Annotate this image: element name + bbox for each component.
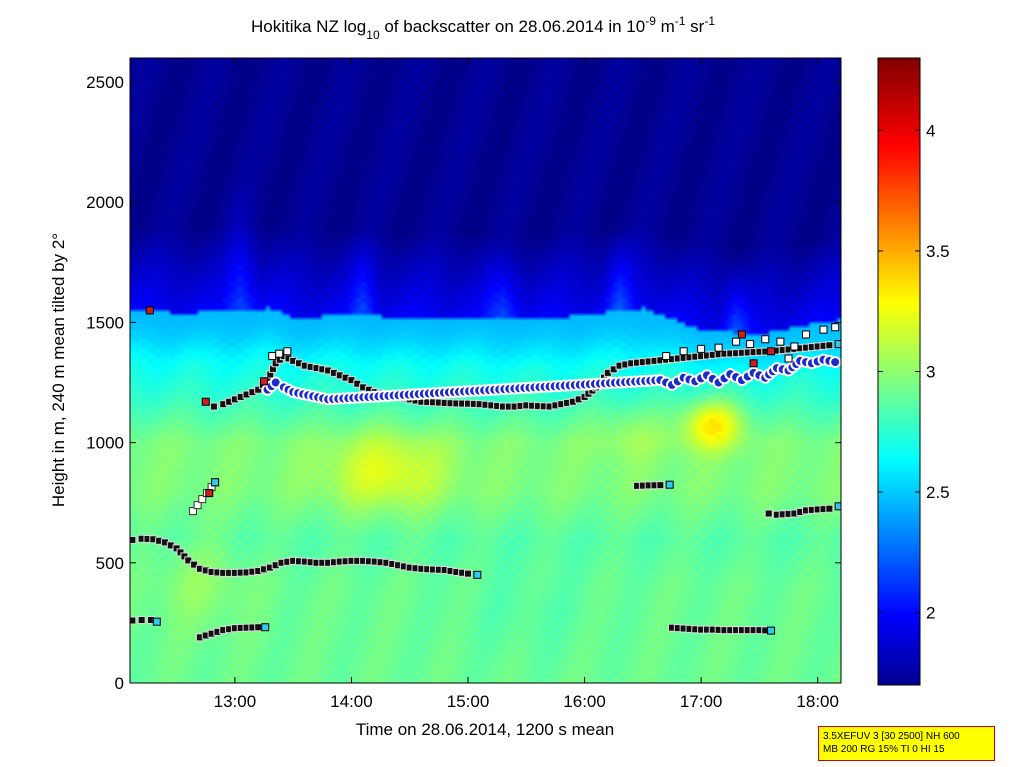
y-tick-label: 500 <box>96 554 124 573</box>
layer-point <box>260 377 269 386</box>
layer-point <box>656 481 665 490</box>
series-surface-layer-2 <box>667 623 776 635</box>
chart-title: Hokitika NZ log10 of backscatter on 28.0… <box>251 14 715 42</box>
layer-point <box>784 354 793 363</box>
layer-point <box>130 616 137 625</box>
layer-point <box>749 359 758 368</box>
x-tick-label: 16:00 <box>563 692 606 711</box>
colorbar-tick-label: 4 <box>926 121 935 140</box>
series-mixing-layer-right <box>764 502 841 519</box>
layer-point <box>679 347 688 356</box>
layer-end-point <box>261 623 270 632</box>
layer-point <box>145 306 154 315</box>
backscatter-heatmap <box>130 58 841 683</box>
layer-point <box>130 535 137 544</box>
layer-point <box>209 402 218 411</box>
colorbar-gradient <box>877 57 921 686</box>
y-tick-label: 0 <box>115 674 124 693</box>
layer-point <box>137 616 146 625</box>
x-axis-label: Time on 28.06.2014, 1200 s mean <box>356 720 614 739</box>
layer-end-point <box>767 626 776 635</box>
layer-point <box>662 352 671 361</box>
plot-frame <box>129 57 842 684</box>
layer-point <box>275 349 284 358</box>
x-tick-label: 17:00 <box>680 692 723 711</box>
layer-end-point <box>473 570 482 579</box>
series-surface-layer-left <box>130 616 161 626</box>
layer-point <box>746 340 755 349</box>
layer-point <box>201 397 210 406</box>
layer-end-point <box>211 478 220 487</box>
layer-end-point <box>665 480 674 489</box>
cloud-base-point <box>829 356 841 369</box>
y-axis-label: Height in m, 240 m mean tilted by 2° <box>49 233 68 507</box>
layer-point <box>254 623 263 632</box>
series-scatter-red <box>145 306 776 498</box>
layer-end-point <box>834 502 841 511</box>
layer-point <box>198 495 207 504</box>
layer-point <box>737 330 746 339</box>
colorbar-tick-label: 3 <box>926 363 935 382</box>
colorbar: 2 2.5 3 3.5 4 <box>877 57 950 686</box>
layer-point <box>790 342 799 351</box>
layer-point <box>268 352 277 361</box>
series-mid-layer <box>633 480 674 490</box>
layer-end-point <box>152 617 161 626</box>
series-surface-layer-1 <box>195 623 270 642</box>
layer-point <box>184 556 193 565</box>
colorbar-tick-label: 2 <box>926 604 935 623</box>
plot-area <box>129 57 842 684</box>
y-tick-label: 2000 <box>86 193 124 212</box>
layer-point <box>205 489 214 498</box>
layer-point <box>464 569 473 578</box>
series-cloud-base <box>261 353 841 406</box>
y-axis: 0 500 1000 1500 2000 2500 <box>86 73 841 693</box>
layer-point <box>188 507 197 516</box>
x-tick-label: 14:00 <box>330 692 373 711</box>
settings-info-box: 3.5XEFUV 3 [30 2500] NH 600 MB 200 RG 15… <box>818 726 995 761</box>
layer-end-point <box>834 340 841 349</box>
colorbar-ticks: 2 2.5 3 3.5 4 <box>878 121 950 623</box>
layer-point <box>732 337 741 346</box>
y-tick-label: 1000 <box>86 434 124 453</box>
y-tick-label: 1500 <box>86 313 124 332</box>
series-scatter-white <box>268 323 840 363</box>
layer-point <box>283 347 292 356</box>
x-tick-label: 13:00 <box>214 692 257 711</box>
layer-point <box>776 337 785 346</box>
layer-point <box>825 341 834 350</box>
layer-point <box>697 344 706 353</box>
series-lower-layer <box>130 534 482 579</box>
x-tick-label: 15:00 <box>447 692 490 711</box>
layer-markers <box>130 306 841 642</box>
layer-point <box>825 504 834 513</box>
x-axis: 13:00 14:00 15:00 16:00 17:00 18:00 <box>214 58 839 711</box>
layer-point <box>831 323 840 332</box>
info-line-1: 3.5XEFUV 3 [30 2500] NH 600 <box>823 731 960 742</box>
layer-point <box>819 325 828 334</box>
layer-point <box>802 330 811 339</box>
layer-point <box>767 347 776 356</box>
x-tick-label: 18:00 <box>796 692 839 711</box>
layer-point <box>714 343 723 352</box>
layer-point <box>193 501 202 510</box>
layer-point <box>764 509 773 518</box>
info-line-2: MB 200 RG 15% TI 0 HI 15 <box>823 744 945 755</box>
layer-point <box>190 560 199 569</box>
layer-point <box>761 335 770 344</box>
colorbar-tick-label: 2.5 <box>926 483 950 502</box>
colorbar-tick-label: 3.5 <box>926 242 950 261</box>
y-tick-label: 2500 <box>86 73 124 92</box>
